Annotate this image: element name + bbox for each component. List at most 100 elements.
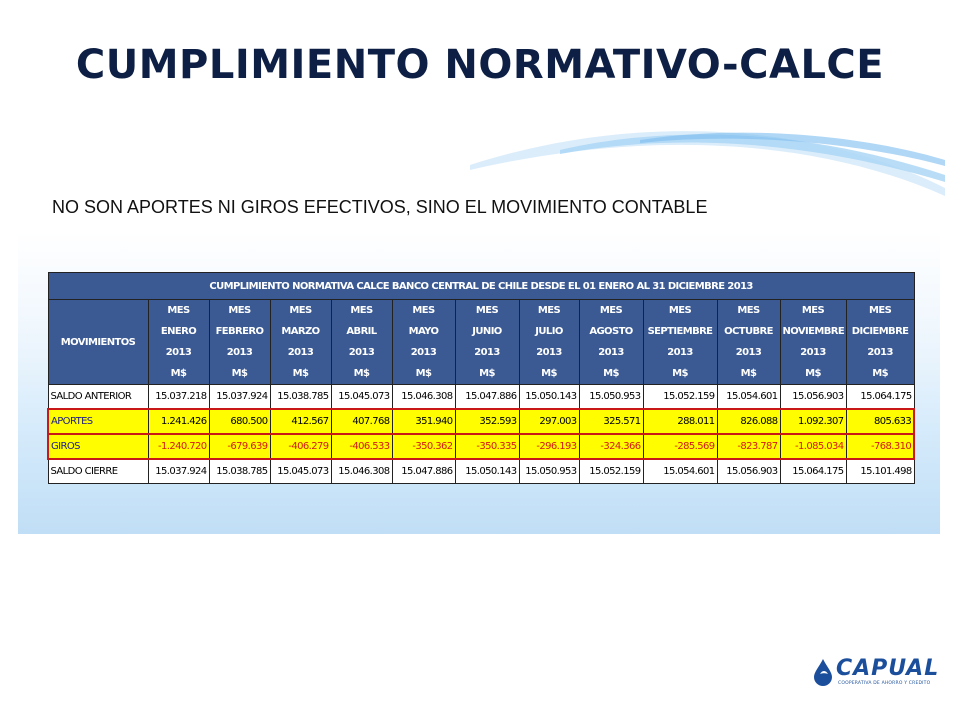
- table-cell: 15.050.143: [518, 384, 580, 410]
- table-cell: -768.310: [845, 433, 916, 460]
- month-column-header: MES AGOSTO 2013 M$: [578, 299, 644, 385]
- table-cell: -1.240.720: [147, 433, 210, 460]
- month-column-header: MES JULIO 2013 M$: [518, 299, 580, 385]
- table-cell: 15.045.073: [269, 458, 332, 484]
- table-cell: 351.940: [391, 408, 456, 435]
- slide-title: CUMPLIMIENTO NORMATIVO-CALCE: [75, 42, 885, 88]
- header-line-l2: OCTUBRE: [724, 326, 773, 337]
- table-cell: 15.037.924: [208, 384, 271, 410]
- header-line-l4: M$: [872, 368, 888, 379]
- table-cell: 352.593: [454, 408, 520, 435]
- table-cell: -679.639: [208, 433, 271, 460]
- table-cell: 15.045.073: [330, 384, 393, 410]
- header-line-l2: DICIEMBRE: [851, 326, 909, 337]
- header-line-l1: MES: [412, 305, 435, 316]
- header-line-l4: M$: [231, 368, 248, 379]
- row-label: SALDO CIERRE: [47, 458, 149, 484]
- header-line-l3: 2013: [598, 347, 624, 358]
- logo-tagline: COOPERATIVA DE AHORRO Y CREDITO: [838, 681, 931, 686]
- table-cell: 407.768: [330, 408, 393, 435]
- month-column-header: MES NOVIEMBRE 2013 M$: [779, 299, 847, 385]
- month-column-header: MES SEPTIEMBRE 2013 M$: [642, 299, 718, 385]
- header-line-l3: 2013: [287, 347, 314, 358]
- header-line-l1: MES: [228, 305, 251, 316]
- month-column-header: MES DICIEMBRE 2013 M$: [845, 299, 915, 385]
- header-line-l3: 2013: [410, 347, 437, 358]
- calce-table: CUMPLIMIENTO NORMATIVA CALCE BANCO CENTR…: [47, 272, 916, 484]
- header-line-l1: MES: [350, 305, 373, 316]
- header-line-l3: 2013: [226, 347, 253, 358]
- table-cell: 15.050.953: [518, 458, 580, 484]
- header-line-l4: M$: [541, 368, 557, 379]
- header-line-l1: MES: [737, 305, 760, 316]
- table-cell: 15.050.953: [578, 384, 644, 410]
- header-line-l2: SEPTIEMBRE: [647, 326, 713, 337]
- header-line-l2: ENERO: [160, 326, 197, 337]
- header-line-l1: MES: [869, 305, 892, 316]
- header-line-l4: M$: [170, 368, 187, 379]
- table-cell: 826.088: [716, 408, 781, 435]
- table-cell: -406.533: [330, 433, 393, 460]
- header-line-l3: 2013: [348, 347, 375, 358]
- header-line-l4: M$: [672, 368, 688, 379]
- month-column-header: MES OCTUBRE 2013 M$: [716, 299, 781, 385]
- header-line-l1: MES: [167, 305, 190, 316]
- table-cell: 15.064.175: [845, 384, 915, 410]
- table-cell: 15.037.924: [147, 458, 210, 484]
- table-cell: 15.037.218: [147, 384, 210, 410]
- capual-logo: CAPUAL COOPERATIVA DE AHORRO Y CREDITO: [812, 656, 938, 690]
- table-row: SALDO CIERRE 15.037.924 15.038.785 15.045.0…: [47, 458, 915, 484]
- table-cell: 15.038.785: [269, 384, 332, 410]
- table-cell: -350.362: [391, 433, 456, 460]
- header-line-l1: MES: [801, 305, 825, 316]
- table-cell: 325.571: [578, 408, 644, 435]
- header-line-l2: NOVIEMBRE: [782, 326, 845, 337]
- row-label: GIROS: [47, 433, 149, 460]
- table-cell: 15.056.903: [716, 458, 781, 484]
- header-line-l3: 2013: [474, 347, 500, 358]
- table-cell: 15.052.159: [642, 384, 718, 410]
- header-line-l4: M$: [353, 368, 370, 379]
- table-cell: 15.054.601: [716, 384, 781, 410]
- header-line-l2: MAYO: [408, 326, 439, 337]
- month-column-header: MES FEBRERO 2013 M$: [208, 299, 271, 385]
- header-line-l2: MARZO: [281, 326, 320, 337]
- header-line-l2: FEBRERO: [215, 326, 264, 337]
- header-line-l3: 2013: [536, 347, 562, 358]
- header-line-l3: 2013: [735, 347, 762, 358]
- table-cell: -1.085.034: [779, 433, 847, 460]
- table-cell: 680.500: [208, 408, 271, 435]
- subtitle-note: NO SON APORTES NI GIROS EFECTIVOS, SINO …: [52, 197, 708, 217]
- header-line-l4: M$: [740, 368, 757, 379]
- table-cell: -406.279: [269, 433, 332, 460]
- table-cell: 412.567: [269, 408, 332, 435]
- table-cell: -350.335: [454, 433, 520, 460]
- header-line-l1: MES: [668, 305, 692, 316]
- header-line-l2: ABRIL: [346, 326, 377, 337]
- table-cell: -324.366: [578, 433, 644, 460]
- header-line-l1: MES: [537, 305, 561, 316]
- header-line-l3: 2013: [800, 347, 826, 358]
- table-cell: 805.633: [845, 408, 916, 435]
- table-cell: 288.011: [642, 408, 718, 435]
- table-cell: 1.092.307: [779, 408, 847, 435]
- header-line-l4: M$: [292, 368, 309, 379]
- table-cell: -296.193: [518, 433, 580, 460]
- table-cell: 15.064.175: [779, 458, 847, 484]
- table-cell: 297.003: [518, 408, 580, 435]
- table-cell: 15.047.886: [391, 458, 456, 484]
- table-cell: 15.046.308: [391, 384, 456, 410]
- table-cell: 15.046.308: [330, 458, 393, 484]
- table-row: SALDO ANTERIOR 15.037.218 15.037.924 15.038…: [47, 384, 915, 410]
- header-line-l4: M$: [479, 368, 495, 379]
- header-line-l1: MES: [599, 305, 623, 316]
- logo-wordmark: CAPUAL: [836, 656, 940, 681]
- header-line-l3: 2013: [667, 347, 693, 358]
- month-column-header: MES MARZO 2013 M$: [269, 299, 332, 385]
- header-line-l4: M$: [805, 368, 821, 379]
- table-cell: 15.038.785: [208, 458, 271, 484]
- row-label: APORTES: [47, 408, 149, 435]
- table-cell: 15.050.143: [454, 458, 520, 484]
- month-column-header: MES MAYO 2013 M$: [391, 299, 456, 385]
